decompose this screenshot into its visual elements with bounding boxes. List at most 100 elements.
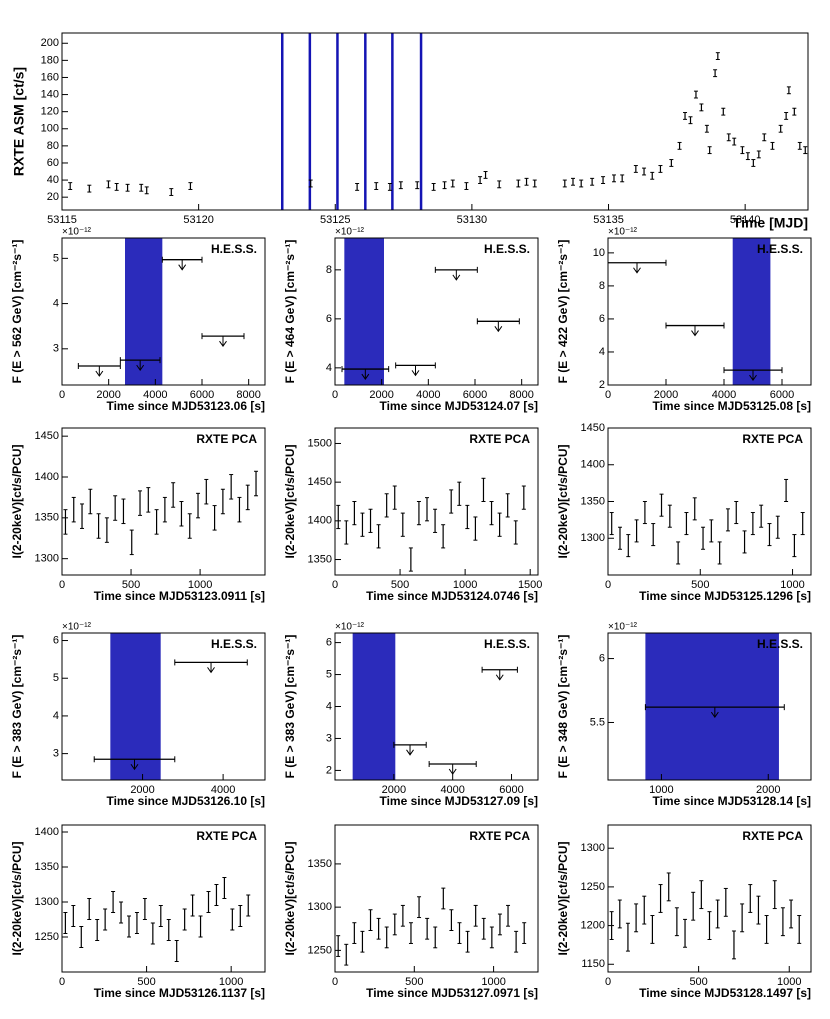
x-tick-label: 0: [59, 389, 65, 401]
error-bar: [229, 474, 234, 500]
error-bar: [212, 505, 217, 531]
error-bar: [601, 176, 606, 184]
y-tick-label: 2: [326, 764, 332, 776]
error-bar: [626, 534, 631, 558]
error-bar: [713, 69, 718, 78]
panel-label: H.E.S.S.: [211, 242, 257, 256]
y-tick-label: 8: [599, 280, 605, 292]
error-bar: [188, 182, 193, 190]
y-tick-label: 1350: [35, 861, 59, 873]
upper-limit: [93, 756, 176, 771]
x-tick-label: 0: [332, 389, 338, 401]
y-tick-label: 1300: [581, 842, 605, 854]
upper-limit: [434, 266, 478, 281]
upper-limit-arrow: [494, 326, 503, 333]
error-bar: [524, 177, 529, 186]
y-tick-label: 1450: [581, 422, 605, 434]
error-bar: [478, 176, 483, 184]
y-tick-label: 8: [326, 264, 332, 276]
error-bar: [196, 492, 201, 519]
error-bar: [187, 513, 192, 539]
panel-label: RXTE PCA: [469, 432, 530, 446]
error-bar: [642, 895, 647, 925]
upper-limit-arrow: [178, 264, 187, 271]
error-bar: [415, 181, 420, 190]
error-bar: [659, 493, 664, 517]
error-bar: [634, 519, 639, 543]
plot-frame: [61, 32, 809, 211]
error-bar: [748, 884, 753, 913]
upper-limit: [644, 704, 785, 719]
error-bar: [734, 501, 739, 525]
error-bar: [125, 183, 130, 192]
panel-label: H.E.S.S.: [757, 637, 803, 651]
y-exponent: ×10⁻¹²: [335, 622, 365, 633]
error-bar: [715, 899, 720, 929]
error-bar: [103, 908, 108, 931]
error-bar: [368, 508, 373, 533]
upper-limit: [174, 659, 248, 674]
error-bar: [222, 877, 227, 899]
y-axis-title: RXTE ASM [ct/s]: [11, 67, 27, 176]
y-tick-label: 1200: [581, 919, 605, 931]
error-bar: [431, 182, 436, 191]
error-bar: [666, 872, 671, 902]
error-bar: [676, 541, 681, 565]
error-bar: [707, 146, 712, 155]
error-bar: [355, 182, 360, 191]
panel-label: H.E.S.S.: [484, 637, 530, 651]
y-tick-label: 6: [599, 313, 605, 325]
error-bar: [784, 112, 789, 120]
y-tick-label: 160: [41, 71, 59, 83]
error-bar: [360, 512, 365, 537]
x-tick-label: 1000: [219, 976, 243, 988]
x-axis-title: Time since MJD53127.0971 [s]: [366, 986, 538, 1000]
error-bar: [138, 490, 143, 516]
upper-limit: [77, 363, 121, 377]
error-bar: [142, 898, 147, 920]
y-axis-title: I(2-20keV)[ct/s/PCU]: [556, 444, 570, 558]
error-bar: [775, 515, 780, 539]
error-bar: [408, 547, 413, 572]
error-bar: [398, 181, 403, 190]
error-bar: [778, 124, 783, 133]
error-bar: [731, 930, 736, 960]
error-bar: [634, 903, 639, 933]
y-tick-label: 1450: [35, 430, 59, 442]
observation-window: [125, 238, 163, 385]
y-tick-label: 20: [47, 191, 59, 203]
error-bar: [166, 919, 171, 941]
error-bar: [425, 497, 430, 522]
y-tick-label: 3: [53, 343, 59, 355]
error-bar: [139, 183, 144, 192]
error-bar: [114, 182, 119, 191]
x-tick-label: 8000: [236, 389, 260, 401]
panel-label: RXTE PCA: [196, 432, 257, 446]
error-bar: [725, 508, 730, 532]
error-bar: [751, 159, 756, 167]
error-bar: [669, 159, 674, 167]
plot-frame: [334, 427, 539, 576]
x-axis-title: Time since MJD53125.1296 [s]: [639, 589, 811, 603]
observation-window: [110, 633, 161, 780]
error-bar: [650, 915, 655, 944]
x-tick-label: 500: [405, 976, 423, 988]
plot-frame: [334, 237, 539, 386]
error-bar: [344, 520, 349, 545]
error-bar: [387, 182, 392, 191]
error-bar: [803, 146, 808, 155]
upper-limit: [341, 366, 390, 380]
error-bar: [87, 898, 92, 920]
error-bar: [80, 503, 85, 529]
error-bar: [699, 103, 704, 112]
error-bar: [489, 926, 494, 949]
error-bar: [400, 512, 405, 537]
x-tick-label: 1500: [518, 579, 542, 591]
y-tick-label: 1400: [35, 471, 59, 483]
error-bar: [688, 116, 693, 125]
y-tick-label: 120: [41, 106, 59, 118]
error-bar: [449, 489, 454, 514]
y-tick-label: 6: [53, 634, 59, 646]
y-tick-label: 1400: [581, 459, 605, 471]
panel-label: H.E.S.S.: [211, 637, 257, 651]
